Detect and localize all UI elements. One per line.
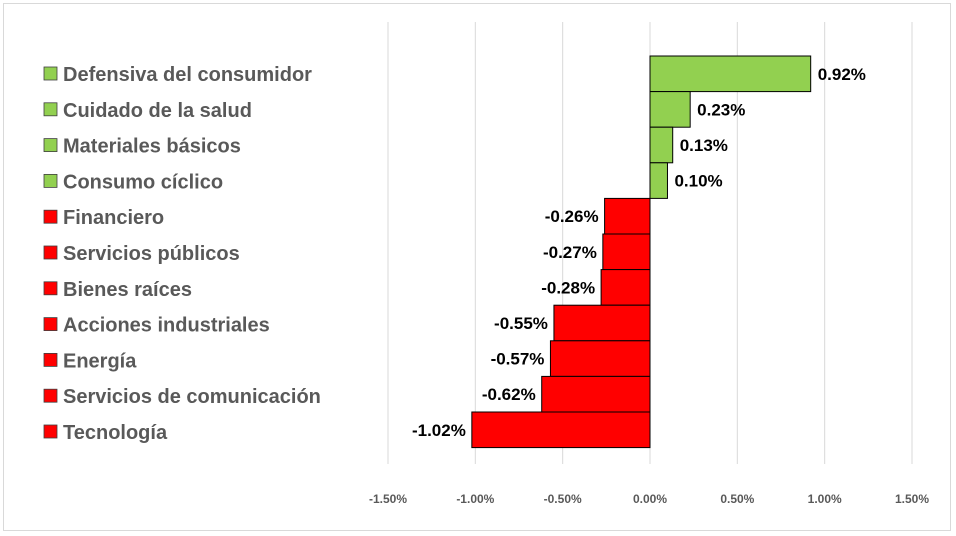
legend-swatch	[43, 102, 58, 117]
legend-label: Materiales básicos	[63, 136, 241, 158]
x-tick-label: 0.50%	[720, 492, 754, 506]
legend-label: Bienes raíces	[63, 279, 192, 301]
legend-label: Servicios de comunicación	[63, 386, 321, 408]
x-tick-label: -1.50%	[369, 492, 407, 506]
bar	[602, 233, 651, 271]
legend-swatch	[43, 281, 58, 296]
legend-label: Tecnología	[63, 422, 168, 444]
legend-swatch	[43, 209, 58, 224]
data-label: 0.10%	[674, 172, 722, 191]
data-label: 0.23%	[697, 100, 745, 119]
data-labels: 0.92% 0.23% 0.13% 0.10% -0.26% -0.27% -0.28% -0…	[412, 65, 866, 440]
bar	[541, 375, 651, 413]
legend-label: Cuidado de la salud	[63, 100, 252, 122]
legend-label: Servicios públicos	[63, 243, 240, 265]
legend-swatch	[43, 66, 58, 81]
x-tick-label: 1.00%	[808, 492, 842, 506]
bar	[649, 91, 691, 128]
data-label: -0.57%	[491, 350, 545, 369]
legend-label: Consumo cíclico	[63, 171, 223, 193]
legend-label: Financiero	[63, 207, 164, 229]
data-label: 0.13%	[680, 136, 728, 155]
bar	[649, 162, 668, 199]
legend-swatch	[43, 317, 58, 332]
legend-swatch	[43, 138, 58, 153]
bar	[604, 197, 651, 235]
legend-label: Energía	[63, 350, 137, 372]
grid-lines	[387, 22, 913, 464]
bar	[649, 55, 812, 93]
bars	[471, 55, 812, 449]
bar	[649, 126, 674, 164]
legend-label: Defensiva del consumidor	[63, 64, 312, 86]
x-tick-label: 0.00%	[633, 492, 667, 506]
legend-swatch	[43, 245, 58, 260]
x-tick-label: -0.50%	[544, 492, 582, 506]
x-tick-label: 1.50%	[895, 492, 929, 506]
bar	[549, 340, 651, 377]
data-label: -1.02%	[412, 421, 466, 440]
legend-swatch	[43, 352, 58, 367]
bar	[600, 269, 651, 306]
legend-swatch	[43, 173, 58, 188]
x-axis-ticks: -1.50% -1.00% -0.50% 0.00% 0.50% 1.00% 1.50%	[369, 492, 929, 506]
x-tick-label: -1.00%	[456, 492, 494, 506]
bar	[553, 304, 651, 342]
data-label: -0.27%	[543, 243, 597, 262]
data-label: -0.28%	[541, 278, 595, 297]
data-label: -0.62%	[482, 385, 536, 404]
legend: Defensiva del consumidor Cuidado de la sa…	[43, 64, 321, 444]
data-label: -0.55%	[494, 314, 548, 333]
data-label: -0.26%	[545, 207, 599, 226]
legend-label: Acciones industriales	[63, 315, 270, 337]
data-label: 0.92%	[818, 65, 866, 84]
legend-swatch	[43, 388, 58, 403]
legend-swatch	[43, 424, 58, 439]
bar	[471, 411, 651, 449]
